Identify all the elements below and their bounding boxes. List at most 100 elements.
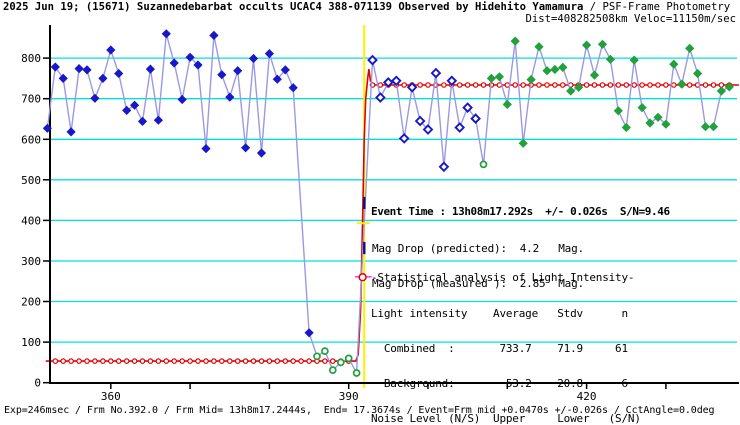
data-point-occulted (313, 352, 321, 361)
model-point (536, 82, 542, 88)
data-point-occulted (479, 160, 488, 169)
data-point-open (422, 124, 434, 135)
data-point-post (685, 43, 695, 53)
data-point-pre (137, 116, 148, 126)
data-point-pre (58, 73, 68, 83)
frame-info-line: Exp=246msec / Frm No.392.0 / Frm Mid= 13… (4, 405, 715, 416)
data-point-post (510, 36, 520, 46)
mag-drop-predicted: Mag Drop (predicted): 4.2 Mag. (372, 242, 584, 255)
model-point (131, 358, 138, 364)
title-method: / PSF-Frame Photometry (583, 1, 731, 13)
model-point (655, 82, 661, 88)
data-point-pre (106, 45, 116, 55)
y-tick-label: 500 (21, 174, 41, 187)
data-point-pre (209, 30, 219, 40)
data-point-post (637, 103, 647, 113)
stats-columns-header: Light intensity Average Stdv n (371, 306, 628, 320)
model-point (203, 358, 209, 364)
data-point-post (700, 122, 711, 132)
data-point-open (462, 102, 473, 113)
data-point-post (582, 40, 592, 50)
model-point (425, 82, 431, 88)
data-point-open (470, 113, 481, 124)
model-point (171, 358, 178, 364)
data-point-pre (50, 62, 60, 72)
data-point-pre (241, 143, 251, 153)
window-title: 2025 Jun 19; (15671) Suzannedebarbat occ… (3, 1, 730, 13)
data-point-open (406, 81, 418, 93)
data-point-post (716, 86, 726, 96)
model-point (100, 358, 106, 364)
data-point-pre (145, 64, 155, 74)
data-point-open (398, 133, 410, 144)
data-point-pre (256, 148, 267, 158)
model-point (274, 358, 281, 364)
model-point (306, 358, 312, 364)
noise-level-header: Noise Level (N/S) Upper Lower (S/N) (371, 411, 641, 425)
model-point (647, 82, 653, 88)
y-tick-label: 700 (21, 93, 41, 106)
data-point-pre (98, 73, 108, 83)
data-point-post (486, 73, 496, 83)
model-point (472, 82, 479, 88)
data-point-pre (272, 74, 282, 84)
data-point-pre (66, 127, 76, 137)
model-point (702, 82, 709, 88)
model-point (60, 358, 67, 364)
model-point (631, 82, 638, 88)
data-point-post (534, 42, 544, 52)
data-point-pre (74, 64, 84, 74)
model-point (147, 358, 154, 364)
model-point (607, 82, 614, 88)
y-tick-label: 0 (34, 377, 41, 390)
data-point-open (454, 122, 466, 133)
data-point-post (653, 112, 663, 122)
data-point-occulted (328, 366, 337, 374)
data-point-occulted (352, 369, 361, 377)
model-point (211, 358, 217, 364)
stats-background-row: Background: 53.2 20.8 6 (371, 376, 628, 390)
data-point-pre (217, 70, 227, 80)
data-point-post (589, 70, 600, 80)
model-point (155, 358, 162, 364)
model-point (187, 358, 193, 364)
stats-header: -Statistical analysis of Light Intensity… (371, 271, 635, 285)
mag-drop-measured: Mag Drop (measured ): 2.85 Mag. (372, 276, 584, 290)
title-main: 2025 Jun 19; (15671) Suzannedebarbat occ… (3, 1, 584, 13)
data-point-post (518, 138, 528, 148)
model-point (401, 82, 408, 88)
model-point (68, 358, 74, 364)
model-point (456, 82, 463, 88)
data-point-occulted (321, 347, 329, 355)
data-point-post (574, 82, 584, 92)
model-point (639, 82, 645, 88)
model-point (163, 358, 170, 364)
model-point (322, 358, 328, 364)
model-point (512, 82, 519, 88)
model-point (441, 82, 447, 88)
data-point-post (550, 64, 560, 75)
data-point-open (375, 92, 386, 103)
data-point-post (661, 119, 671, 129)
y-tick-label: 100 (21, 336, 41, 349)
model-point (52, 358, 59, 364)
data-point-pre (185, 52, 195, 62)
data-point-post (708, 122, 719, 132)
model-point (583, 82, 590, 88)
model-point (464, 82, 471, 88)
data-point-pre (90, 93, 100, 103)
data-point-pre (161, 29, 171, 39)
model-point (258, 358, 265, 364)
data-point-open (446, 75, 458, 87)
model-point (115, 358, 122, 364)
model-point (234, 358, 241, 364)
model-point (599, 82, 606, 88)
model-point (227, 358, 233, 364)
model-point (710, 82, 717, 88)
data-point-post (494, 72, 504, 82)
y-tick-label: 400 (21, 214, 41, 227)
model-point (219, 358, 225, 364)
data-point-pre (122, 105, 132, 115)
model-point (377, 82, 384, 88)
